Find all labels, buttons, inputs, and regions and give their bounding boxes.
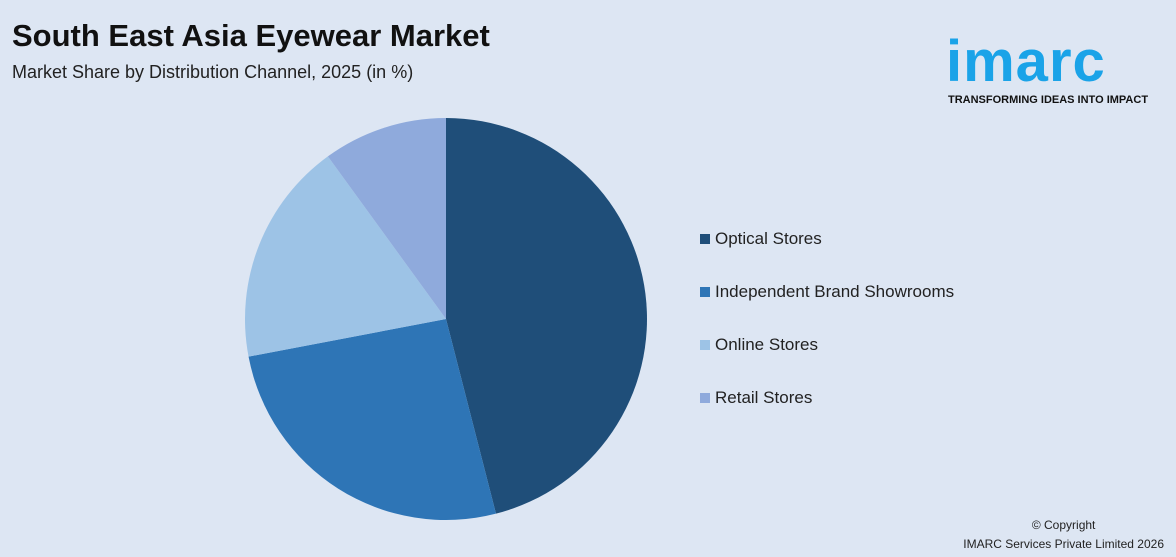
copyright: © Copyright IMARC Services Private Limit… bbox=[963, 516, 1164, 554]
legend: Optical Stores Independent Brand Showroom… bbox=[700, 212, 954, 424]
copyright-label: © Copyright bbox=[1031, 518, 1096, 532]
legend-item: Optical Stores bbox=[700, 212, 954, 265]
pie-slice-online-stores bbox=[245, 156, 446, 357]
legend-label: Optical Stores bbox=[715, 228, 822, 248]
imarc-logo: imarc TRANSFORMING IDEAS INTO IMPACT bbox=[946, 12, 1170, 112]
logo-wordmark: imarc bbox=[946, 29, 1106, 94]
chart-subtitle: Market Share by Distribution Channel, 20… bbox=[12, 62, 414, 82]
logo-tagline: TRANSFORMING IDEAS INTO IMPACT bbox=[948, 94, 1149, 106]
pie-slice-independent-brand-showrooms bbox=[248, 319, 496, 520]
legend-label: Independent Brand Showrooms bbox=[715, 281, 955, 301]
pie-slice-optical-stores bbox=[446, 118, 647, 514]
legend-swatch bbox=[700, 392, 710, 403]
chart-title: South East Asia Eyewear Market bbox=[12, 18, 490, 53]
copyright-company: IMARC Services Private Limited 2026 bbox=[963, 537, 1164, 551]
legend-item: Retail Stores bbox=[700, 371, 954, 424]
legend-swatch bbox=[700, 339, 710, 350]
legend-swatch bbox=[700, 286, 710, 297]
pie-slice-retail-stores bbox=[327, 118, 446, 319]
legend-item: Independent Brand Showrooms bbox=[700, 265, 954, 318]
legend-swatch bbox=[700, 233, 710, 244]
legend-item: Online Stores bbox=[700, 318, 954, 371]
legend-label: Online Stores bbox=[715, 334, 818, 354]
legend-label: Retail Stores bbox=[715, 387, 813, 407]
